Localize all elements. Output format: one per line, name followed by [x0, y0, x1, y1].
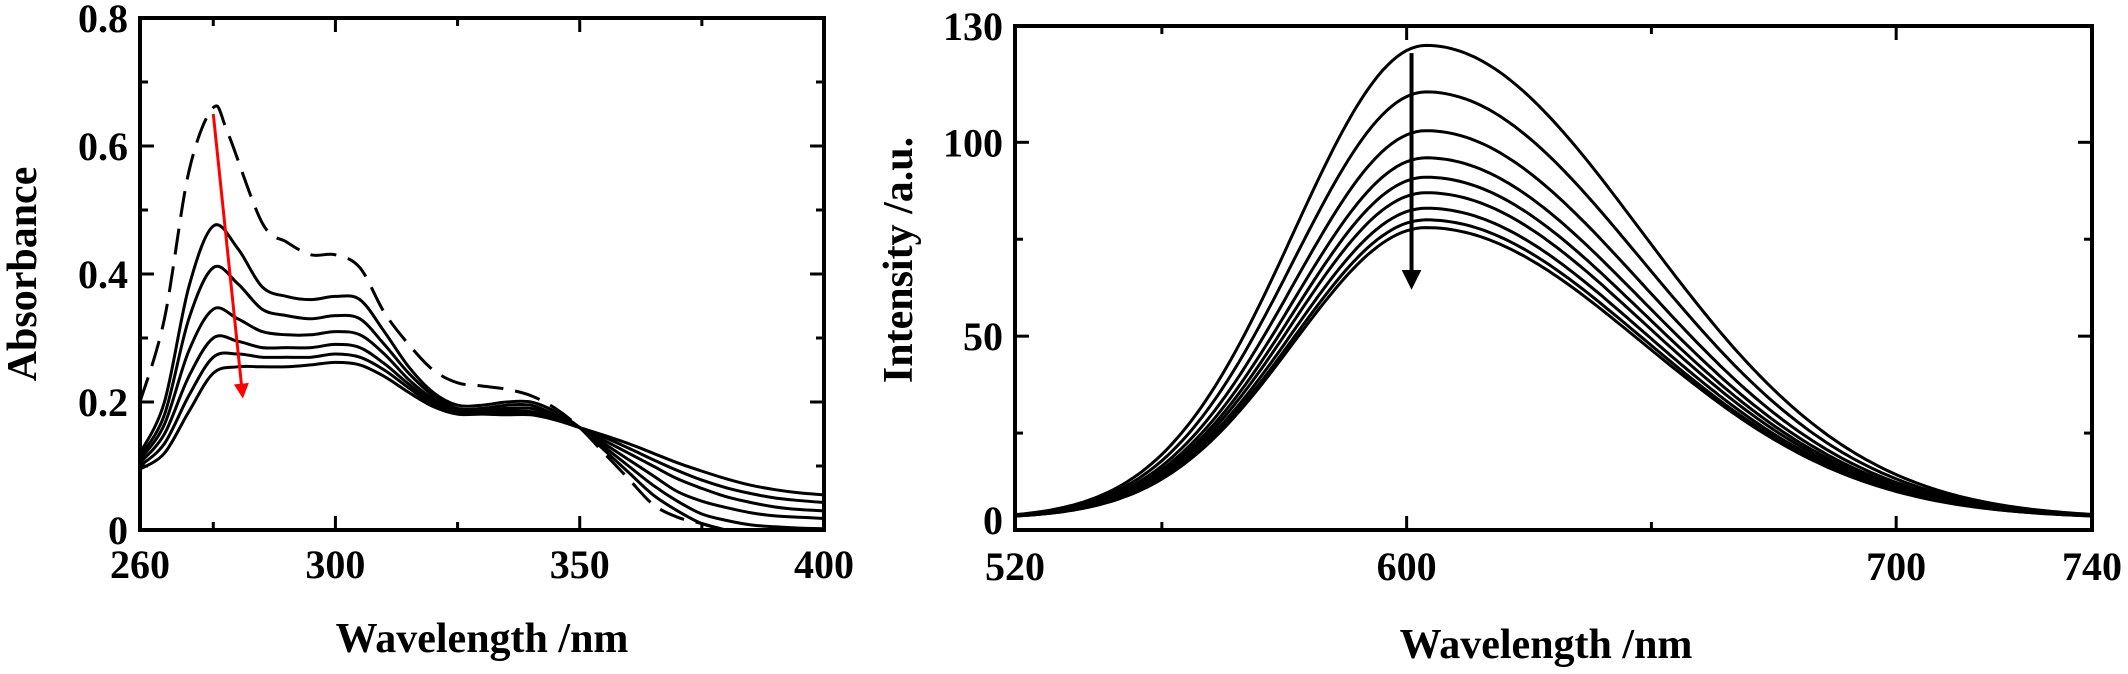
y-tick-label-left: 0 [108, 508, 128, 553]
emission-curve [1015, 90, 2092, 517]
x-axis-title-right: Wavelength /nm [1400, 622, 1693, 668]
absorbance-curve [140, 264, 824, 530]
x-axis-title-left: Wavelength /nm [336, 616, 629, 662]
y-tick-label-left: 0.8 [78, 0, 128, 41]
x-tick-label-left: 260 [110, 542, 170, 587]
absorbance-curve [140, 360, 824, 497]
absorbance-curve [140, 351, 824, 504]
absorbance-curve [140, 334, 824, 513]
y-axis-title-left: Absorbance [0, 167, 46, 382]
fluorescence-chart: 520 600 700 740 50 100 130 0 Wavelength /nm Int… [876, 4, 2122, 668]
plot-frame-right [1013, 24, 2094, 532]
y-axis-title-right: Intensity /a.u. [876, 137, 922, 383]
y-tick-label-right-origin: 0 [983, 498, 1003, 543]
emission-curve [1015, 226, 2092, 518]
x-tick-label-left: 400 [794, 542, 854, 587]
absorbance-curve [140, 223, 732, 530]
y-tick-label-left: 0.4 [78, 252, 128, 297]
absorbance-curve [140, 306, 824, 520]
emission-curve [1015, 218, 2092, 518]
y-tick-label-left: 0.6 [78, 124, 128, 169]
y-tick-label-right: 130 [943, 4, 1003, 49]
emission-curve-initial [1015, 43, 2092, 517]
y-tick-label-left: 0.2 [78, 380, 128, 425]
y-tick-label-right: 100 [943, 120, 1003, 165]
x-tick-label-right: 600 [1377, 544, 1437, 589]
x-tick-label-right: 740 [2062, 544, 2122, 589]
emission-curve [1015, 129, 2092, 517]
x-tick-label-right: 520 [985, 544, 1045, 589]
y-tick-label-right: 50 [963, 314, 1003, 359]
plot-frame-left [138, 16, 826, 532]
trend-arrow-red [211, 113, 249, 399]
x-tick-label-left: 350 [550, 542, 610, 587]
x-tick-label-right: 700 [1866, 544, 1926, 589]
x-tick-label-left: 300 [305, 542, 365, 587]
emission-curve [1015, 156, 2092, 517]
absorbance-chart: 260 300 350 400 0 0.2 0.4 0.6 0.8 Wavelength /nm… [0, 0, 854, 662]
